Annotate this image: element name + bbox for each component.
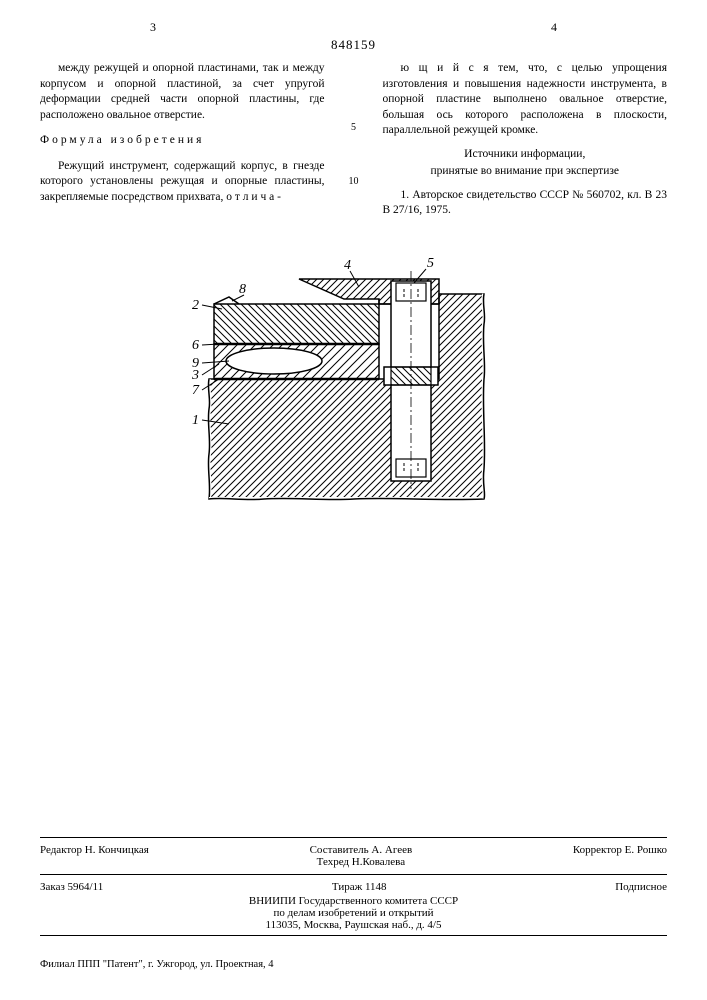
fig-label-5: 5 xyxy=(427,256,434,271)
techred: Техред Н.Ковалева xyxy=(317,856,405,868)
fig-label-2: 2 xyxy=(192,298,199,313)
page-num-left: 3 xyxy=(150,20,156,35)
formula-title: Формула изобретения xyxy=(40,133,325,149)
figure: 2 6 9 3 7 1 8 4 5 xyxy=(40,249,667,534)
gutter-5: 5 xyxy=(345,121,363,135)
fig-label-1: 1 xyxy=(192,413,199,428)
signed: Подписное xyxy=(615,881,667,893)
gutter-numbers: 5 10 xyxy=(345,61,363,219)
org-line2: по делам изобретений и открытий xyxy=(40,907,667,919)
sources-title: Источники информации, xyxy=(383,147,668,163)
tirazh: Тираж 1148 xyxy=(103,881,615,893)
document-number: 848159 xyxy=(40,37,667,53)
fig-label-8: 8 xyxy=(239,282,246,297)
compiler: Составитель А. Агеев xyxy=(310,844,413,856)
footer-block: Редактор Н. Кончицкая Составитель А. Аге… xyxy=(40,833,667,940)
left-p1: между режущей и опорной пластинами, так … xyxy=(40,61,325,123)
fig-label-4: 4 xyxy=(344,258,351,273)
left-column: между режущей и опорной пластинами, так … xyxy=(40,61,325,219)
sources-sub: принятые во внимание при экспертизе xyxy=(383,164,668,180)
org-line1: ВНИИПИ Государственного комитета СССР xyxy=(40,895,667,907)
page-num-right: 4 xyxy=(551,20,557,35)
org-addr: 113035, Москва, Раушская наб., д. 4/5 xyxy=(40,919,667,931)
order-num: Заказ 5964/11 xyxy=(40,881,103,893)
text-columns: между режущей и опорной пластинами, так … xyxy=(40,61,667,219)
corrector: Корректор Е. Рошко xyxy=(573,844,667,868)
gutter-10: 10 xyxy=(345,175,363,189)
fig-label-7: 7 xyxy=(192,383,200,398)
reference-1: 1. Авторское свидетельство СССР № 560702… xyxy=(383,188,668,219)
fig-label-6: 6 xyxy=(192,338,199,353)
left-p2: Режущий инструмент, содержащий корпус, в… xyxy=(40,159,325,206)
right-p1: ю щ и й с я тем, что, с целью упрощения … xyxy=(383,61,668,139)
right-column: ю щ и й с я тем, что, с целью упрощения … xyxy=(383,61,668,219)
fig-label-3: 3 xyxy=(191,368,199,383)
branch-line: Филиал ППП "Патент", г. Ужгород, ул. Про… xyxy=(40,959,274,970)
editor: Редактор Н. Кончицкая xyxy=(40,844,149,868)
